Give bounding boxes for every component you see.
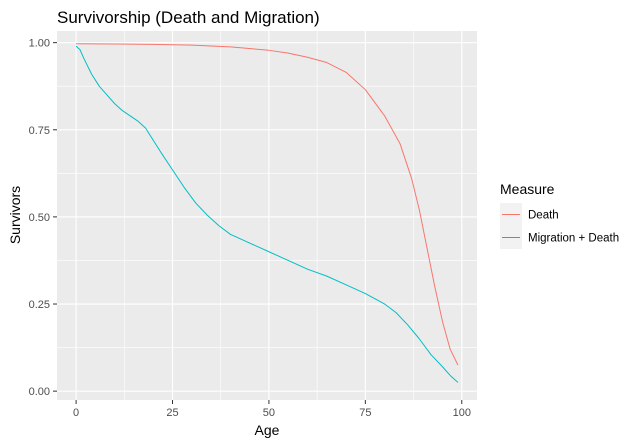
legend: Measure Death Migration + Death xyxy=(500,181,619,249)
y-axis-title: Survivors xyxy=(7,186,23,244)
x-tick-label: 100 xyxy=(453,407,471,419)
x-tick-label: 75 xyxy=(359,407,371,419)
series-line-death xyxy=(76,43,459,366)
minor-gridlines xyxy=(57,31,477,400)
legend-label-migration-death: Migration + Death xyxy=(528,233,619,245)
plot-panel xyxy=(57,31,477,400)
x-axis-ticks: 0 25 50 75 100 xyxy=(73,400,471,419)
y-tick-label: 0.50 xyxy=(29,212,50,224)
legend-label-death: Death xyxy=(528,210,559,222)
series-line-migration-death xyxy=(75,45,459,383)
y-tick-label: 1.00 xyxy=(29,38,50,50)
y-tick-label: 0.25 xyxy=(29,299,50,311)
x-tick-label: 50 xyxy=(263,407,275,419)
y-axis-ticks: 0.00 0.25 0.50 0.75 1.00 xyxy=(29,38,57,398)
legend-title: Measure xyxy=(500,181,555,197)
series-lines xyxy=(75,43,459,383)
legend-items: Death Migration + Death xyxy=(500,203,619,249)
y-tick-label: 0.75 xyxy=(29,125,50,137)
x-tick-label: 0 xyxy=(73,407,79,419)
x-tick-label: 25 xyxy=(166,407,178,419)
x-axis-title: Age xyxy=(255,422,280,438)
major-gridlines xyxy=(57,31,477,400)
chart-title: Survivorship (Death and Migration) xyxy=(57,8,320,27)
y-tick-label: 0.00 xyxy=(29,386,50,398)
